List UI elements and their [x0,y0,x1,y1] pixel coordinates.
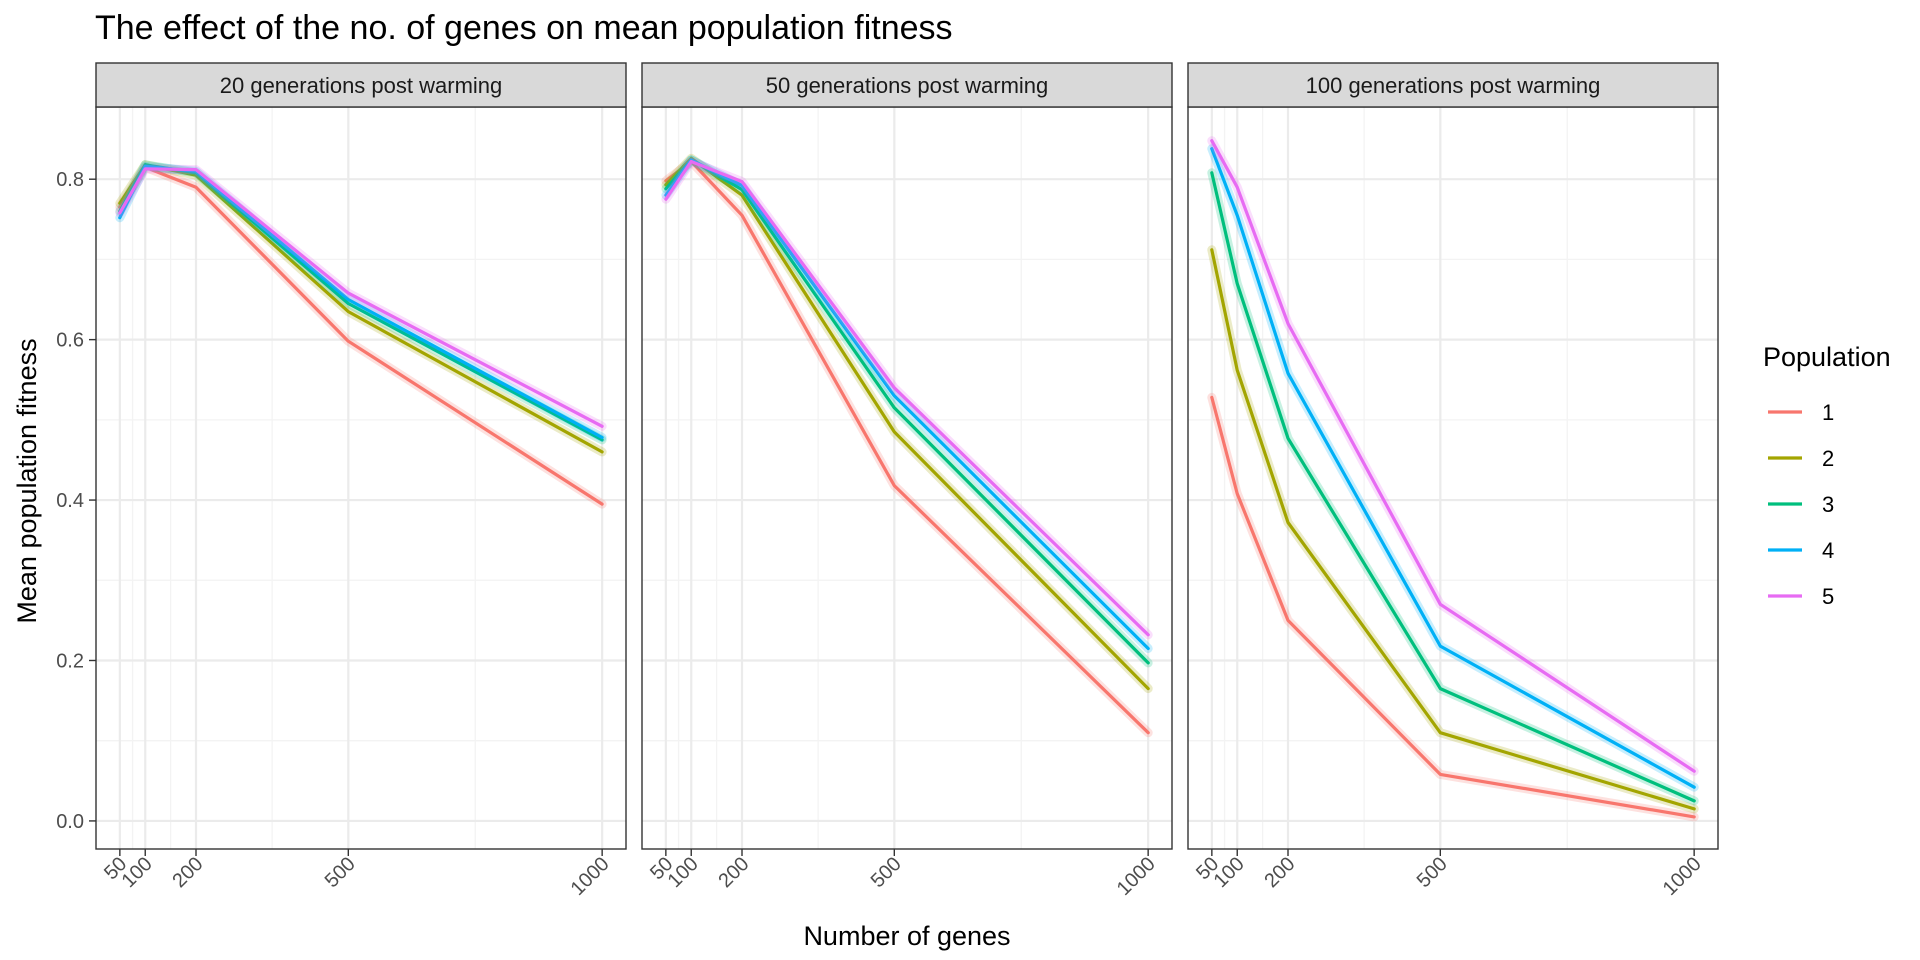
x-tick-label: 200 [1260,853,1299,892]
x-tick-label: 100 [118,853,157,892]
legend-item-3: 3 [1768,492,1834,517]
facet-strip-label: 50 generations post warming [766,73,1049,98]
legend-title: Population [1763,342,1891,372]
x-tick-label: 500 [867,853,906,892]
series-3-line [1210,171,1696,803]
x-tick-label: 200 [168,853,207,892]
x-tick-label: 500 [1413,853,1452,892]
y-tick-label: 0.2 [56,650,84,672]
legend-item-1: 1 [1768,400,1834,425]
series-5-band [1207,136,1699,776]
legend-label-2: 2 [1822,446,1834,471]
legend-label-3: 3 [1822,492,1834,517]
x-tick-label: 100 [664,853,703,892]
series-3-band [1207,168,1699,806]
x-tick-label: 1000 [1113,853,1160,900]
series-4-line [1210,147,1696,789]
legend-item-4: 4 [1768,538,1834,563]
series-1-line [1210,395,1696,819]
series-1-band [115,162,607,509]
y-tick-label: 0.6 [56,330,84,352]
y-tick-label: 0.8 [56,169,84,191]
x-axis-title: Number of genes [803,921,1010,951]
series-5-line [664,159,1150,637]
y-axis-title: Mean population fitness [12,338,42,623]
panel-border [641,106,1173,850]
legend: Population 1 2 3 4 5 [1763,342,1891,609]
y-tick-label: 0.0 [56,811,84,833]
x-tick-label: 1000 [567,853,614,900]
facet-strip-label: 20 generations post warming [220,73,503,98]
facet-strip-label: 100 generations post warming [1306,73,1601,98]
legend-item-5: 5 [1768,584,1834,609]
x-tick-label: 100 [1210,853,1249,892]
legend-item-2: 2 [1768,446,1834,471]
x-tick-label: 200 [714,853,753,892]
series-5-line [118,167,604,428]
y-tick-label: 0.4 [56,490,84,512]
series-2-line [1210,248,1696,811]
panel-border [95,106,627,850]
x-tick-label: 1000 [1659,853,1706,900]
legend-label-4: 4 [1822,538,1834,563]
facet-strip [1187,62,1719,108]
chart-title: The effect of the no. of genes on mean p… [95,9,953,47]
facet-strip [641,62,1173,108]
x-tick-label: 500 [321,853,360,892]
facet-strip [95,62,627,108]
legend-label-5: 5 [1822,584,1834,609]
series-5-line [1210,139,1696,773]
legend-label-1: 1 [1822,400,1834,425]
